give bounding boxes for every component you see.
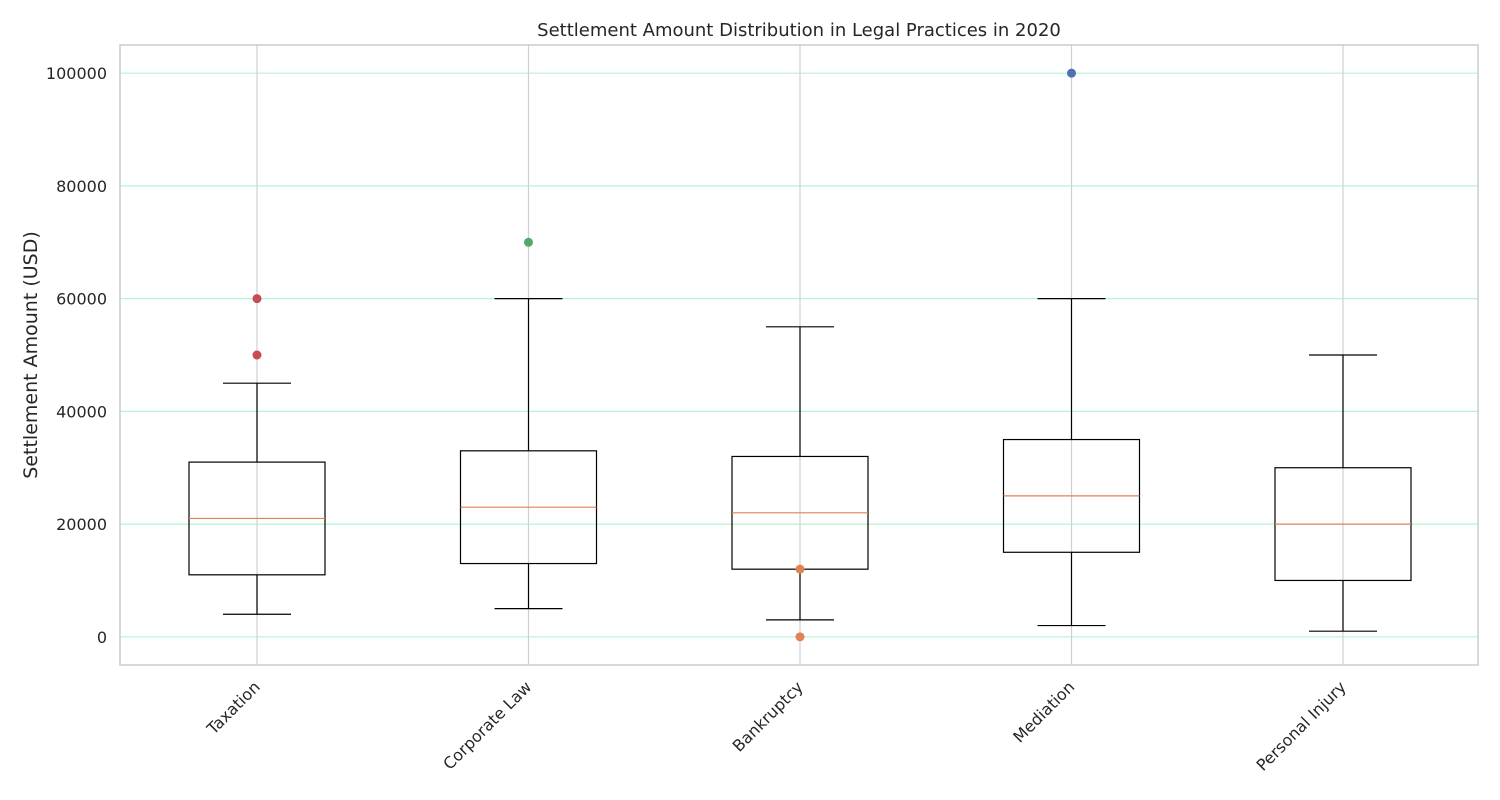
x-tick-label: Bankruptcy (729, 677, 807, 755)
box-mediation (1002, 68, 1141, 627)
outlier-point (795, 564, 805, 574)
y-tick-label: 80000 (56, 177, 107, 196)
box-taxation (188, 294, 326, 615)
y-tick-label: 0 (97, 628, 107, 647)
y-tick-label: 20000 (56, 515, 107, 534)
y-axis-ticks: 0 20000 40000 60000 80000 100000 (46, 64, 107, 647)
x-axis-ticks: Taxation Corporate Law Bankruptcy Mediation… (202, 677, 1349, 774)
outlier-point (252, 350, 262, 360)
grid-lines (120, 45, 1478, 665)
box-corporate-law (459, 237, 598, 610)
x-tick-label: Taxation (202, 677, 263, 738)
y-tick-label: 40000 (56, 402, 107, 421)
outlier-point (1067, 68, 1076, 78)
outlier-point (795, 632, 805, 642)
y-tick-label: 100000 (46, 64, 107, 83)
y-tick-label: 60000 (56, 290, 107, 309)
plot-frame (119, 44, 1479, 666)
y-axis-label: Settlement Amount (USD) (20, 231, 42, 478)
outlier-point (524, 237, 533, 247)
x-tick-label: Corporate Law (439, 677, 535, 773)
box-personal-injury (1274, 354, 1412, 632)
outlier-point (252, 294, 262, 304)
chart-title: Settlement Amount Distribution in Legal … (537, 20, 1061, 41)
box-bankruptcy (731, 326, 869, 642)
box-plot-series (188, 68, 1412, 642)
x-tick-label: Mediation (1009, 677, 1078, 746)
x-tick-label: Personal Injury (1253, 677, 1350, 774)
